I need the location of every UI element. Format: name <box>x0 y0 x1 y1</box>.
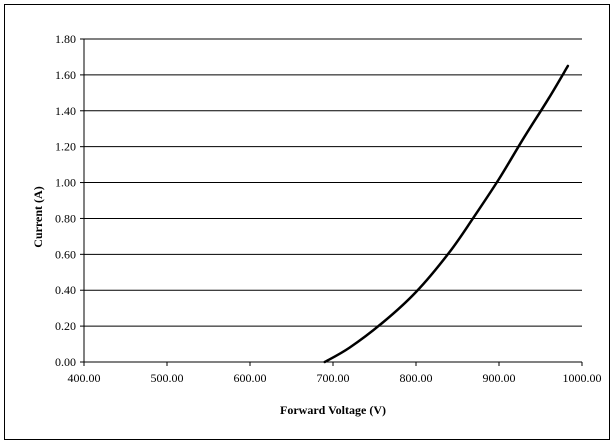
x-tick-label: 1000.00 <box>563 371 602 385</box>
y-tick-label: 0.00 <box>55 355 76 369</box>
x-tick-label: 600.00 <box>234 371 267 385</box>
chart-frame <box>4 4 610 440</box>
y-tick-label: 1.60 <box>55 68 76 82</box>
y-tick-label: 0.40 <box>55 283 76 297</box>
x-tick-label: 700.00 <box>317 371 350 385</box>
y-tick-label: 0.60 <box>55 247 76 261</box>
series-layer <box>323 64 570 364</box>
x-axis-title: Forward Voltage (V) <box>280 403 386 417</box>
x-tick-label: 500.00 <box>151 371 184 385</box>
y-tick-label: 1.20 <box>55 140 76 154</box>
y-axis-title: Current (A) <box>31 186 45 247</box>
x-tick-labels: 400.00 500.00 600.00 700.00 800.00 900.00 1000… <box>68 371 602 385</box>
x-tick-label: 900.00 <box>483 371 516 385</box>
y-tick-label: 0.80 <box>55 211 76 225</box>
y-tick-label: 1.00 <box>55 176 76 190</box>
y-tick-labels: 0.00 0.20 0.40 0.60 0.80 1.00 1.20 1.40 1.60 1.80 <box>55 32 76 369</box>
series-line <box>323 64 570 364</box>
gridlines <box>84 38 582 327</box>
y-tick-label: 1.80 <box>55 32 76 46</box>
y-tick-label: 0.20 <box>55 319 76 333</box>
y-tick-label: 1.40 <box>55 104 76 118</box>
x-tick-label: 800.00 <box>400 371 433 385</box>
axes <box>80 38 583 366</box>
x-tick-label: 400.00 <box>68 371 101 385</box>
